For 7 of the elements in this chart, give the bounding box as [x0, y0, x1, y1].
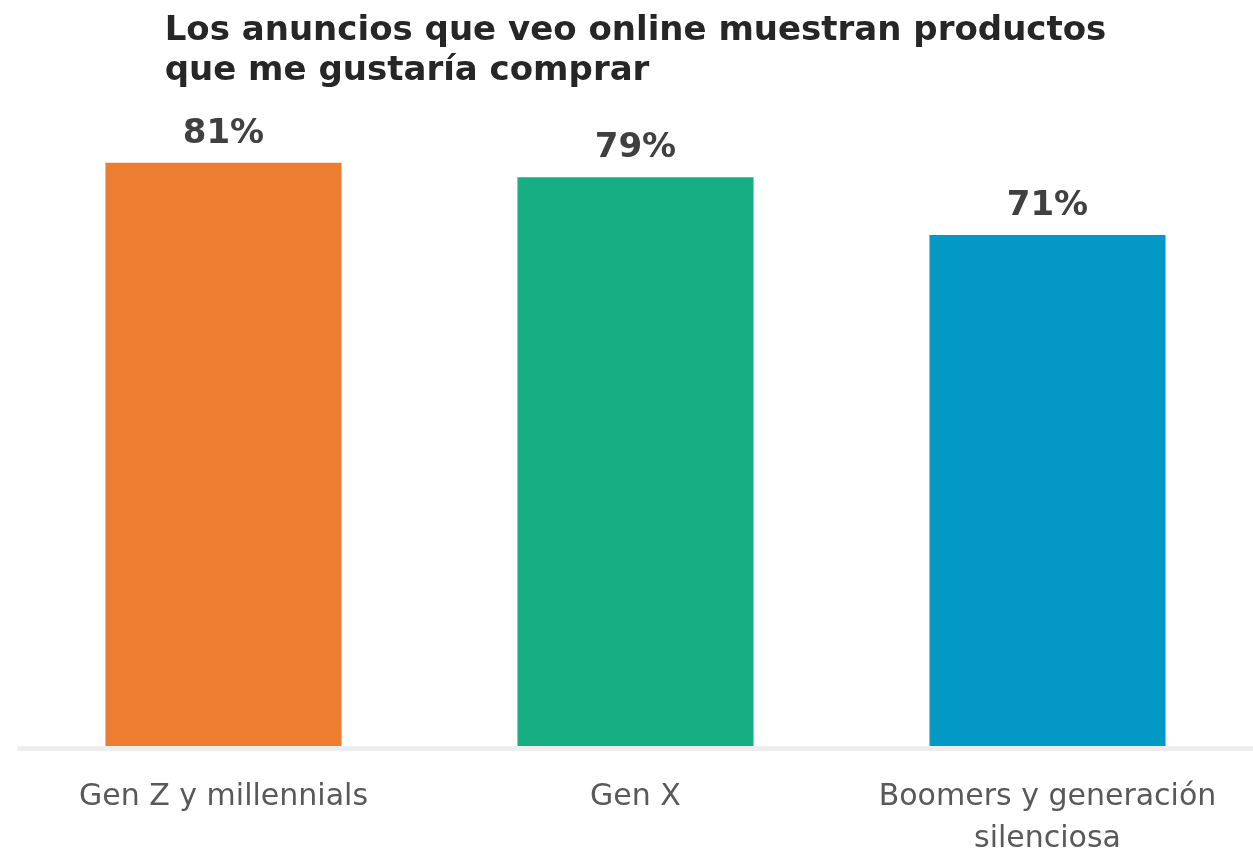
- data-label: 71%: [1006, 183, 1089, 224]
- x-tick-label: Boomers y generación silenciosa: [878, 776, 1217, 854]
- data-label: 79%: [594, 125, 677, 166]
- x-tick-label: Gen X: [590, 776, 681, 812]
- data-label: 81%: [182, 110, 265, 151]
- chart-title: Los anuncios que veo online muestran productos que me gustaría comprar: [164, 7, 1107, 88]
- x-tick-label: Gen Z y millennials: [78, 776, 369, 812]
